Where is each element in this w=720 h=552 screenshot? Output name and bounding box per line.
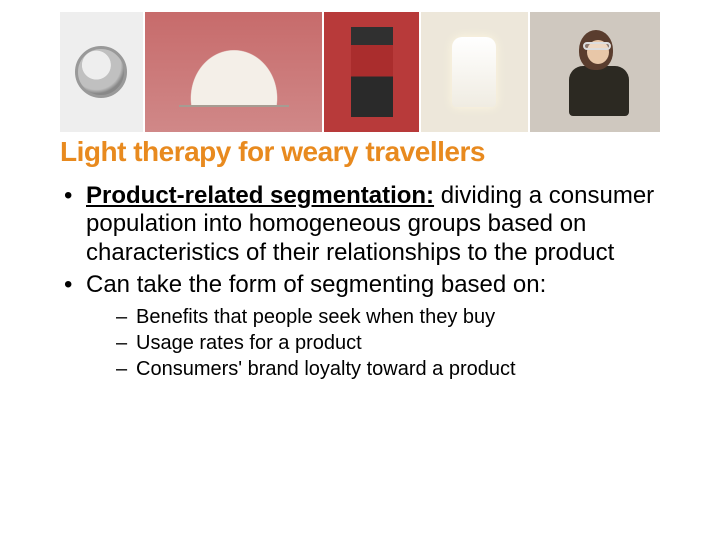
image-watch xyxy=(60,12,143,132)
image-lamp xyxy=(421,12,528,132)
image-kiosk xyxy=(324,12,419,132)
dome-icon xyxy=(179,37,289,107)
bullet-item: Can take the form of segmenting based on… xyxy=(60,271,660,381)
main-bullet-list: Product-related segmentation: dividing a… xyxy=(60,182,660,381)
image-person xyxy=(530,12,660,132)
kiosk-icon xyxy=(351,27,393,117)
image-strip xyxy=(60,12,660,132)
bullet-text: Can take the form of segmenting based on… xyxy=(86,271,546,298)
sub-bullet-list: Benefits that people seek when they buy … xyxy=(86,305,660,381)
image-dome xyxy=(145,12,323,132)
bullet-term: Product-related segmentation: xyxy=(86,182,434,209)
headline: Light therapy for weary travellers xyxy=(60,136,660,168)
bullet-item: Product-related segmentation: dividing a… xyxy=(60,182,660,267)
lamp-icon xyxy=(452,37,496,107)
sub-bullet-item: Benefits that people seek when they buy xyxy=(116,305,660,329)
person-icon xyxy=(555,22,635,122)
sub-bullet-item: Consumers' brand loyalty toward a produc… xyxy=(116,357,660,381)
watch-icon xyxy=(75,46,127,98)
sub-bullet-item: Usage rates for a product xyxy=(116,331,660,355)
content-area: Product-related segmentation: dividing a… xyxy=(60,182,660,381)
